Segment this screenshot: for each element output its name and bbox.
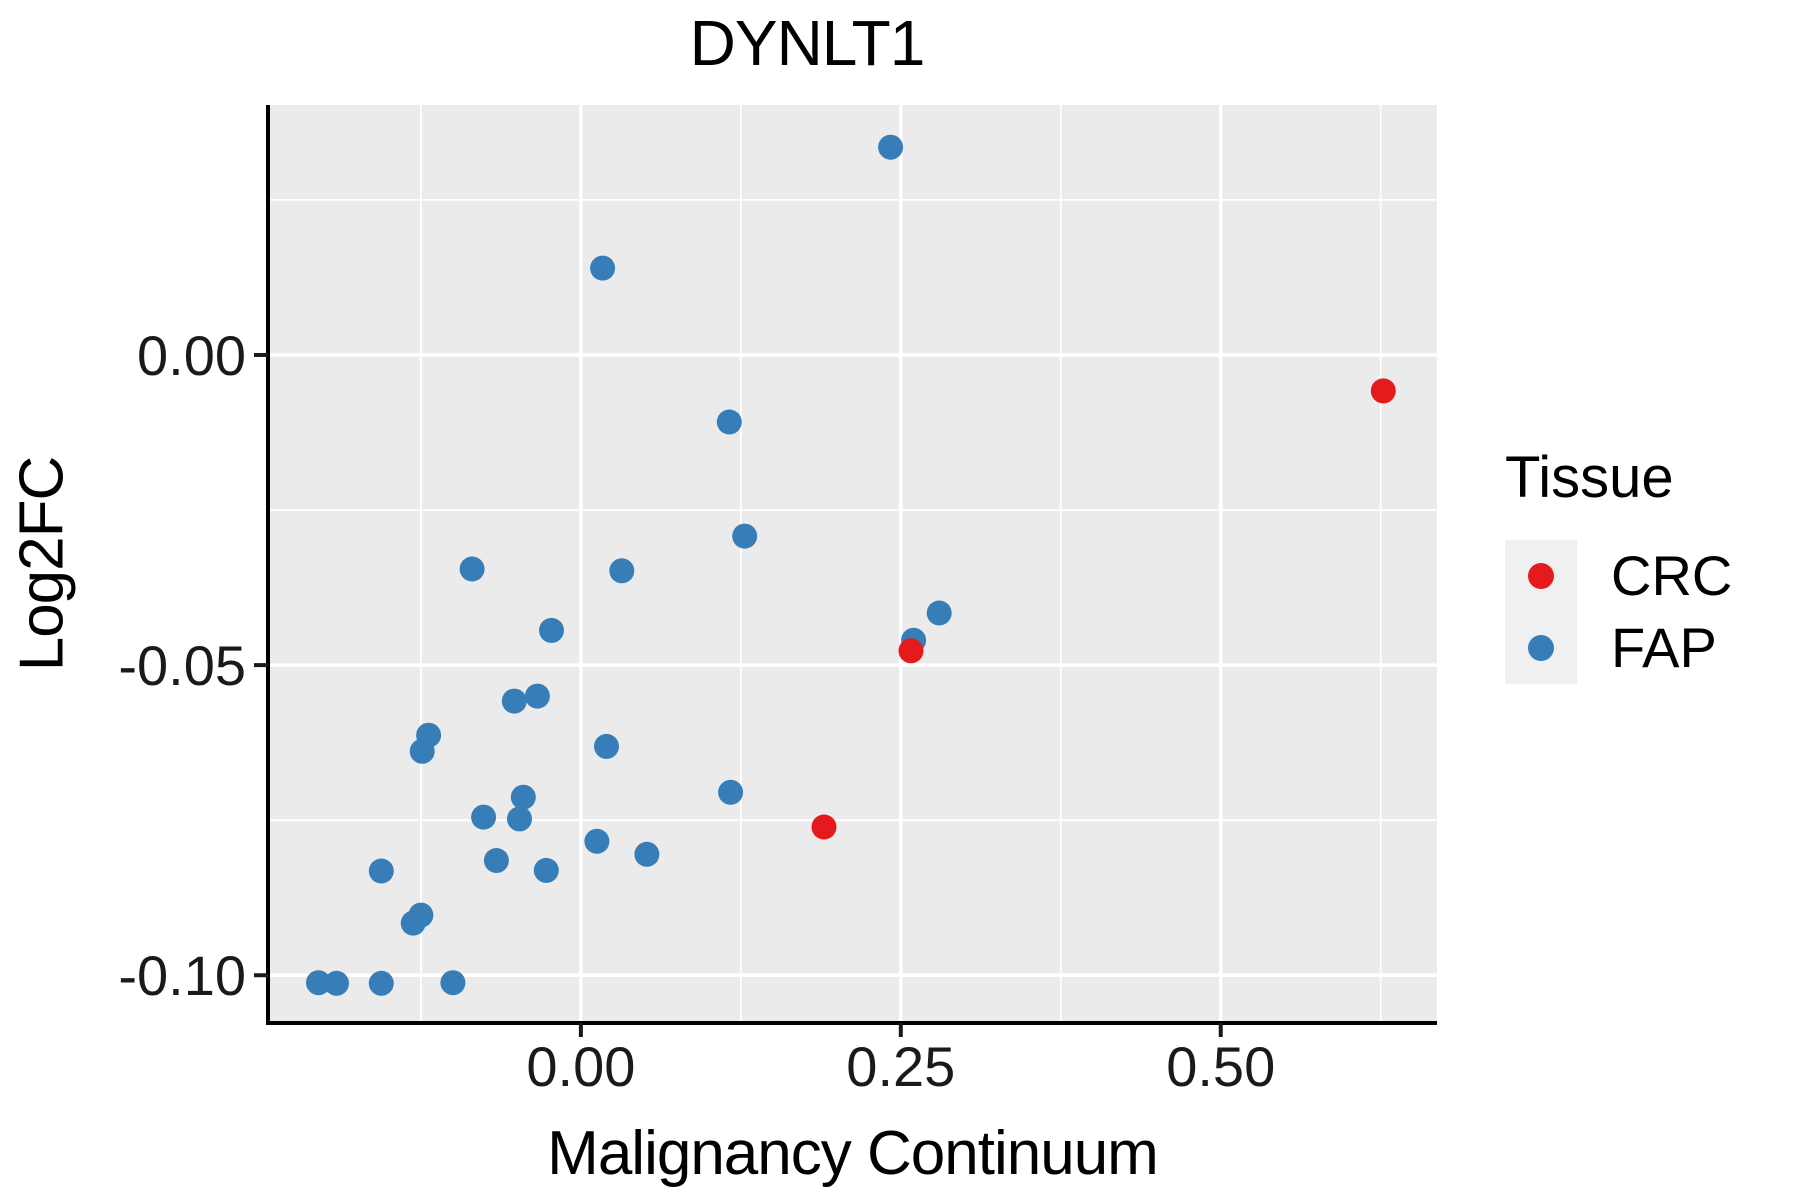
- data-point-fap: [634, 841, 660, 867]
- legend-label-fap: FAP: [1611, 616, 1717, 680]
- data-point-fap: [584, 828, 610, 854]
- x-tick-label: 0.25: [846, 1035, 955, 1098]
- data-point-crc: [1370, 378, 1396, 404]
- y-tick-label: -0.05: [118, 634, 246, 697]
- data-point-fap: [400, 910, 426, 936]
- legend-entry-fap: FAP: [1505, 611, 1732, 684]
- data-point-fap: [718, 779, 744, 805]
- data-point-fap: [878, 134, 904, 160]
- data-point-fap: [324, 970, 349, 996]
- legend-entry-crc: CRC: [1505, 539, 1733, 612]
- legend-title: Tissue: [1505, 445, 1674, 510]
- legend-key-fap: [1505, 611, 1577, 684]
- data-point-crc: [811, 814, 837, 840]
- data-point-fap: [483, 848, 509, 873]
- data-point-fap: [594, 733, 619, 759]
- data-point-fap: [471, 804, 497, 830]
- crc-point-icon: [1528, 562, 1554, 589]
- data-point-fap: [524, 683, 550, 709]
- data-point-fap: [716, 409, 742, 435]
- legend-label-crc: CRC: [1611, 544, 1733, 608]
- x-tick-label: 0.00: [526, 1035, 635, 1098]
- y-tick-label: 0.00: [137, 324, 246, 387]
- data-point-fap: [533, 857, 559, 883]
- data-point-fap: [368, 970, 394, 996]
- data-point-fap: [539, 617, 564, 643]
- legend: Tissue CRC FAP: [1505, 445, 1732, 684]
- data-point-fap: [501, 688, 527, 714]
- data-point-fap: [926, 600, 952, 626]
- legend-entries: CRC FAP: [1505, 539, 1733, 684]
- data-point-fap: [609, 558, 635, 584]
- data-point-fap: [590, 255, 616, 281]
- data-points: [306, 134, 1396, 996]
- x-axis-title: Malignancy Continuum: [547, 1119, 1159, 1188]
- data-point-fap: [440, 970, 466, 996]
- legend-key-crc: [1505, 539, 1577, 612]
- data-point-crc: [898, 638, 924, 664]
- y-tick-label: -0.10: [118, 944, 246, 1007]
- x-tick-label: 0.50: [1166, 1035, 1275, 1098]
- tick-labels: 0.00 0.25 0.50 0.00 -0.05 -0.10: [118, 324, 1275, 1098]
- data-point-fap: [459, 556, 485, 582]
- y-axis-title: Log2FC: [7, 456, 77, 672]
- axis-lines: [266, 105, 1437, 1025]
- data-point-fap: [507, 806, 532, 832]
- major-gridlines: [268, 105, 1437, 1023]
- data-point-fap: [368, 858, 394, 884]
- data-point-fap: [306, 970, 331, 996]
- tick-marks: [254, 352, 1223, 1037]
- fap-point-icon: [1528, 634, 1554, 661]
- chart-title: DYNLT1: [689, 7, 926, 79]
- data-point-fap: [510, 784, 536, 810]
- data-point-fap: [409, 738, 435, 764]
- panel-background: [268, 105, 1437, 1023]
- minor-gridlines: [268, 105, 1437, 1023]
- data-point-fap: [732, 523, 758, 549]
